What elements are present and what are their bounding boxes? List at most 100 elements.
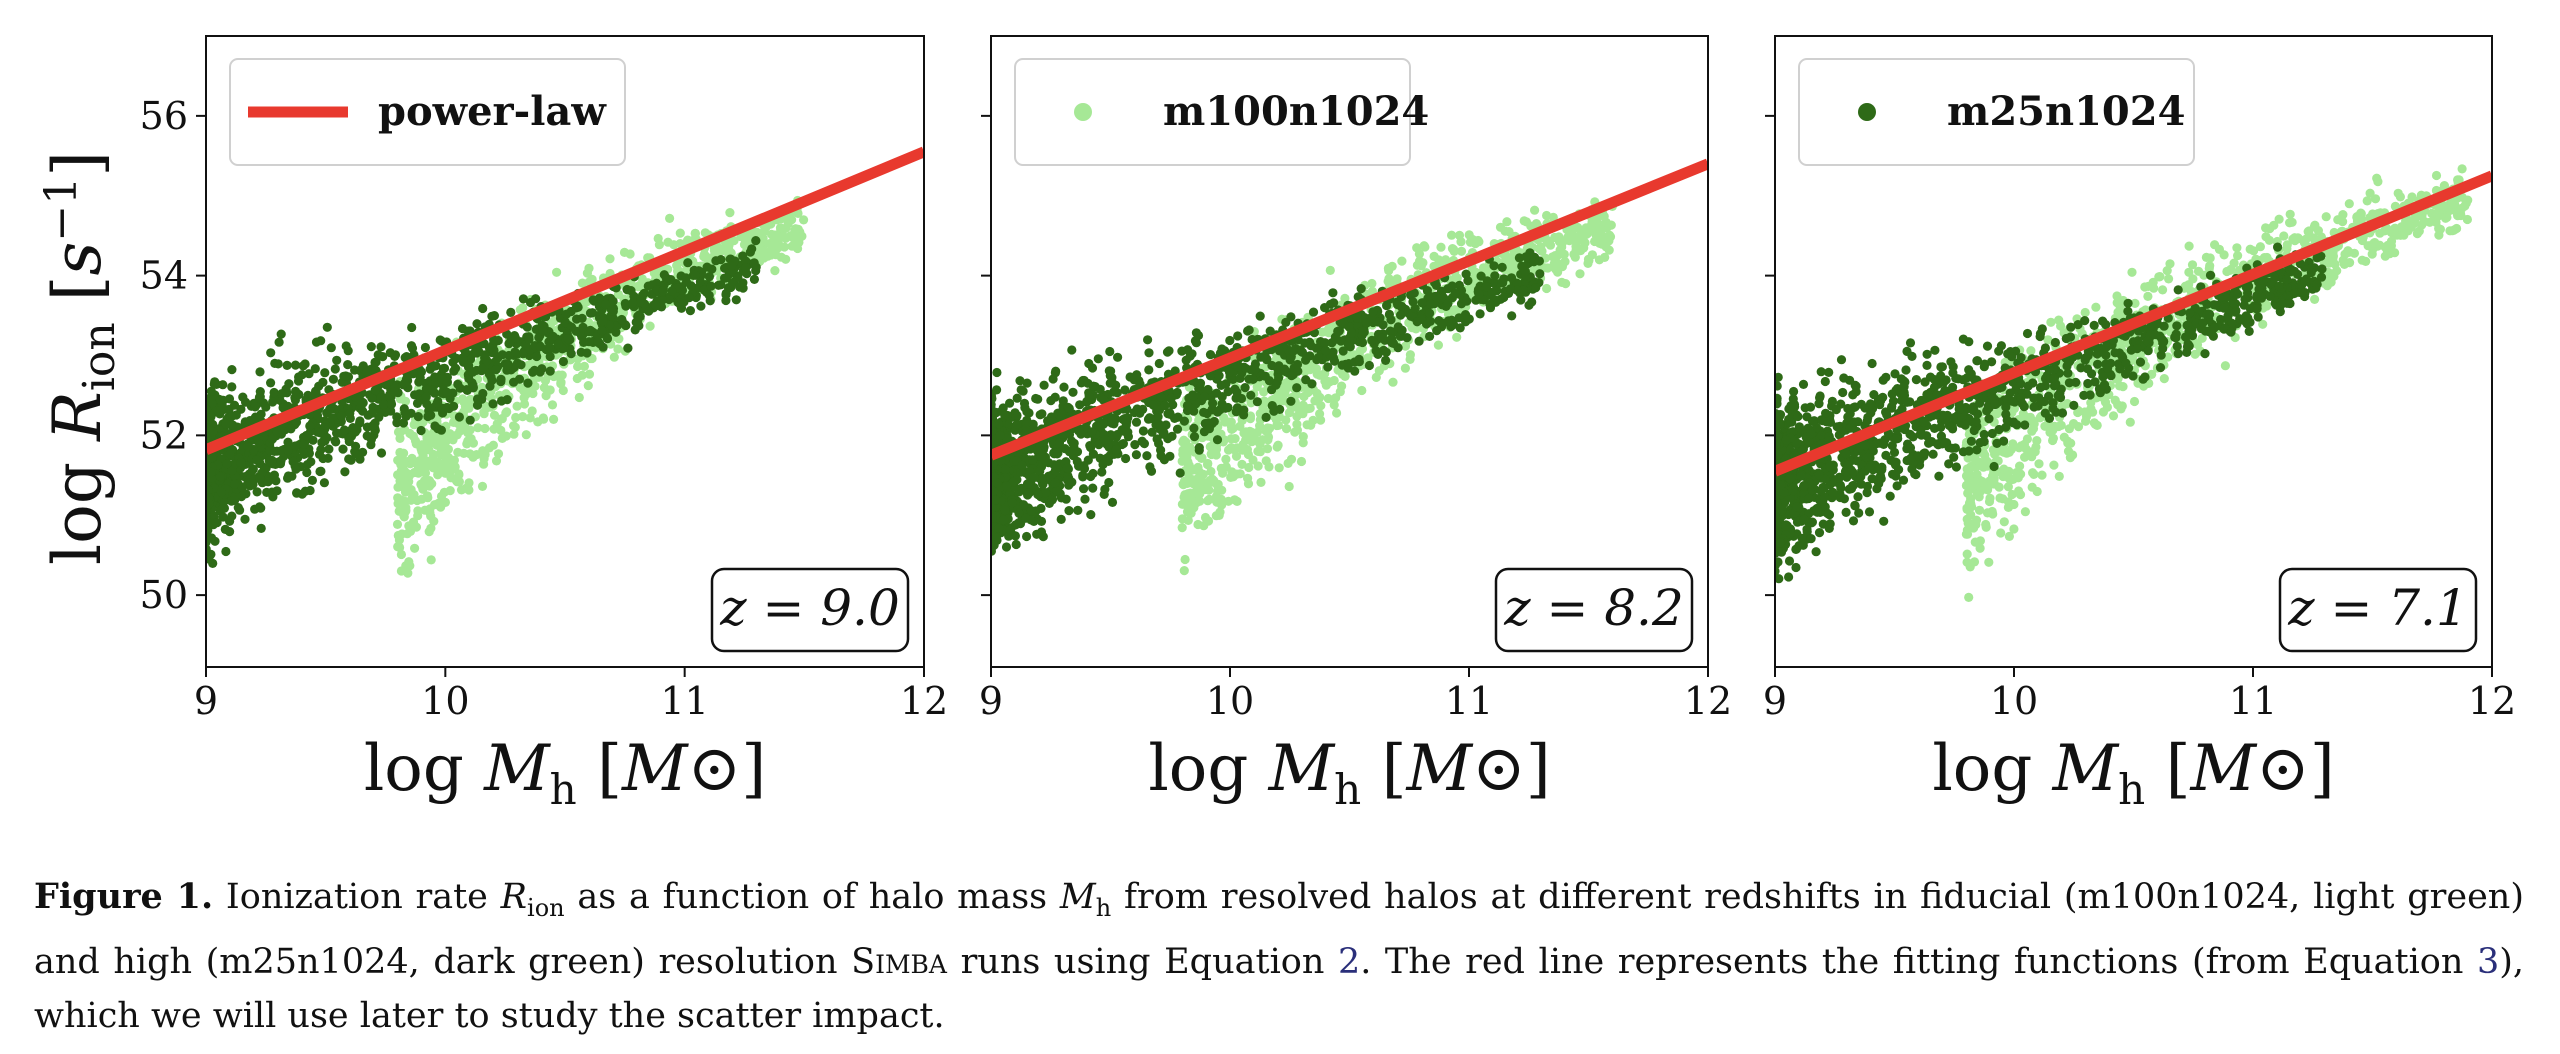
data-point <box>489 311 499 321</box>
data-point <box>1414 249 1424 259</box>
data-point <box>468 438 478 448</box>
data-point <box>336 411 347 421</box>
data-point <box>488 399 498 409</box>
data-point <box>370 357 380 367</box>
data-point <box>635 297 645 307</box>
data-point <box>1425 316 1435 326</box>
data-point <box>1482 282 1492 292</box>
data-point <box>1037 409 1047 419</box>
data-point <box>1087 363 1098 373</box>
data-point <box>1489 261 1499 271</box>
data-point <box>351 441 361 451</box>
data-point <box>716 280 726 290</box>
data-point <box>523 378 533 388</box>
data-point <box>1172 424 1183 434</box>
data-point <box>1098 459 1108 470</box>
data-point <box>1258 352 1268 362</box>
data-point <box>1145 413 1156 424</box>
data-point <box>1570 252 1580 262</box>
data-point <box>1239 410 1249 420</box>
data-point <box>463 428 473 438</box>
data-point <box>221 546 231 557</box>
data-point <box>338 444 348 454</box>
data-point <box>453 447 463 457</box>
data-point <box>1246 390 1256 400</box>
data-point <box>332 355 342 365</box>
data-point <box>1267 401 1277 411</box>
data-point <box>1283 458 1293 468</box>
data-point <box>407 343 418 353</box>
data-point <box>1307 379 1317 389</box>
data-point <box>1518 285 1529 295</box>
data-point <box>1012 393 1022 403</box>
data-point <box>1311 365 1321 375</box>
data-point <box>254 394 264 404</box>
data-point <box>545 351 555 362</box>
data-point <box>399 511 409 521</box>
data-point <box>330 364 340 374</box>
data-point <box>1005 525 1015 535</box>
data-point <box>464 478 474 488</box>
data-point <box>521 430 531 440</box>
data-point <box>2233 251 2243 261</box>
data-point <box>597 325 607 336</box>
data-point <box>991 426 997 436</box>
data-point <box>250 412 261 422</box>
data-point <box>1067 477 1077 487</box>
data-point <box>1050 478 1060 488</box>
data-point <box>625 249 635 259</box>
data-point <box>290 441 300 451</box>
data-point <box>1152 434 1162 444</box>
data-point <box>1033 489 1043 500</box>
data-point <box>472 348 482 358</box>
data-point <box>518 294 529 304</box>
data-point <box>330 436 340 446</box>
data-point <box>1216 380 1226 390</box>
data-point <box>400 378 410 388</box>
data-point <box>653 233 663 244</box>
data-point <box>1181 355 1191 365</box>
data-point <box>623 343 633 353</box>
data-point <box>325 404 335 414</box>
data-point <box>1224 417 1234 427</box>
data-point <box>438 364 448 374</box>
data-point <box>1017 460 1027 471</box>
data-point <box>301 430 311 441</box>
data-point <box>263 477 273 487</box>
data-point <box>428 449 438 459</box>
data-point <box>400 478 410 488</box>
data-point <box>1381 355 1391 365</box>
data-point <box>1016 385 1026 395</box>
data-point <box>1535 269 1545 279</box>
legend-box <box>229 58 626 166</box>
data-point <box>1161 420 1171 430</box>
data-point <box>1052 486 1062 496</box>
data-point <box>1204 494 1214 504</box>
data-point <box>1516 295 1526 305</box>
data-point <box>1296 456 1307 467</box>
data-point <box>1292 383 1302 393</box>
data-point <box>1015 376 1025 386</box>
data-point <box>1230 495 1240 505</box>
data-point <box>416 425 426 436</box>
data-point <box>1002 481 1012 491</box>
data-point <box>1574 233 1584 243</box>
data-point <box>1162 347 1173 357</box>
data-point <box>735 282 745 292</box>
data-point <box>566 349 576 359</box>
x-tick-label: 9 <box>979 679 1003 723</box>
data-point <box>1984 557 1994 567</box>
data-point <box>307 475 317 485</box>
data-point <box>561 309 572 319</box>
data-point <box>480 423 490 434</box>
data-point <box>215 472 225 482</box>
data-point <box>1425 331 1435 341</box>
data-point <box>721 273 732 283</box>
data-point <box>1182 400 1192 411</box>
data-point <box>1485 299 1495 309</box>
data-point <box>1333 326 1343 336</box>
data-point <box>1432 326 1442 336</box>
data-point <box>436 446 446 456</box>
data-point <box>215 395 225 405</box>
data-point <box>658 286 668 296</box>
